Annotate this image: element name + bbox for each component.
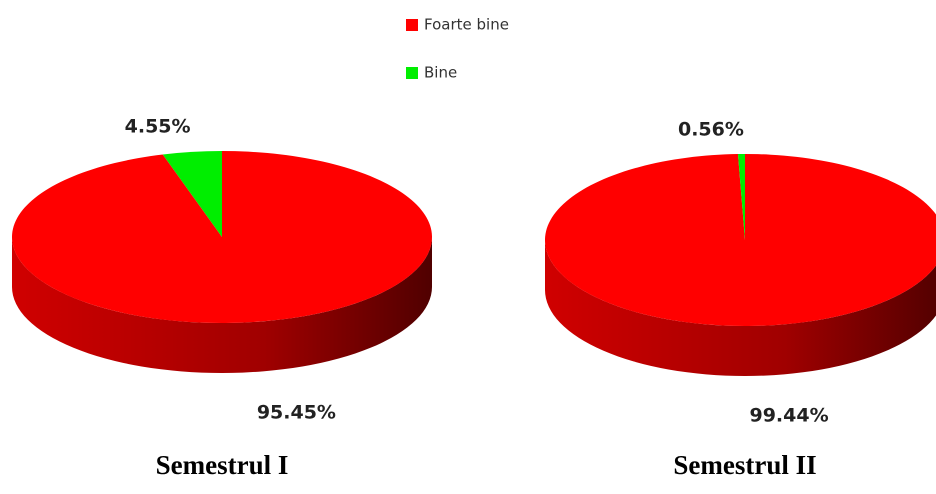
chart-title: Semestrul I [156, 450, 289, 480]
legend-swatch [406, 19, 418, 31]
chart-title: Semestrul II [673, 450, 816, 480]
pie-side [545, 240, 936, 376]
legend-label: Foarte bine [424, 16, 509, 34]
data-label: 95.45% [257, 402, 336, 424]
data-label: 0.56% [678, 119, 744, 141]
pie-slice [545, 154, 936, 326]
pie-slice [162, 151, 222, 237]
pie-side [12, 237, 432, 373]
pie-slice [11, 151, 432, 323]
data-label: 4.55% [125, 116, 191, 138]
data-label: 99.44% [749, 405, 828, 427]
legend-swatch [406, 67, 418, 79]
pie-slice [737, 154, 745, 240]
legend-label: Bine [424, 64, 457, 82]
